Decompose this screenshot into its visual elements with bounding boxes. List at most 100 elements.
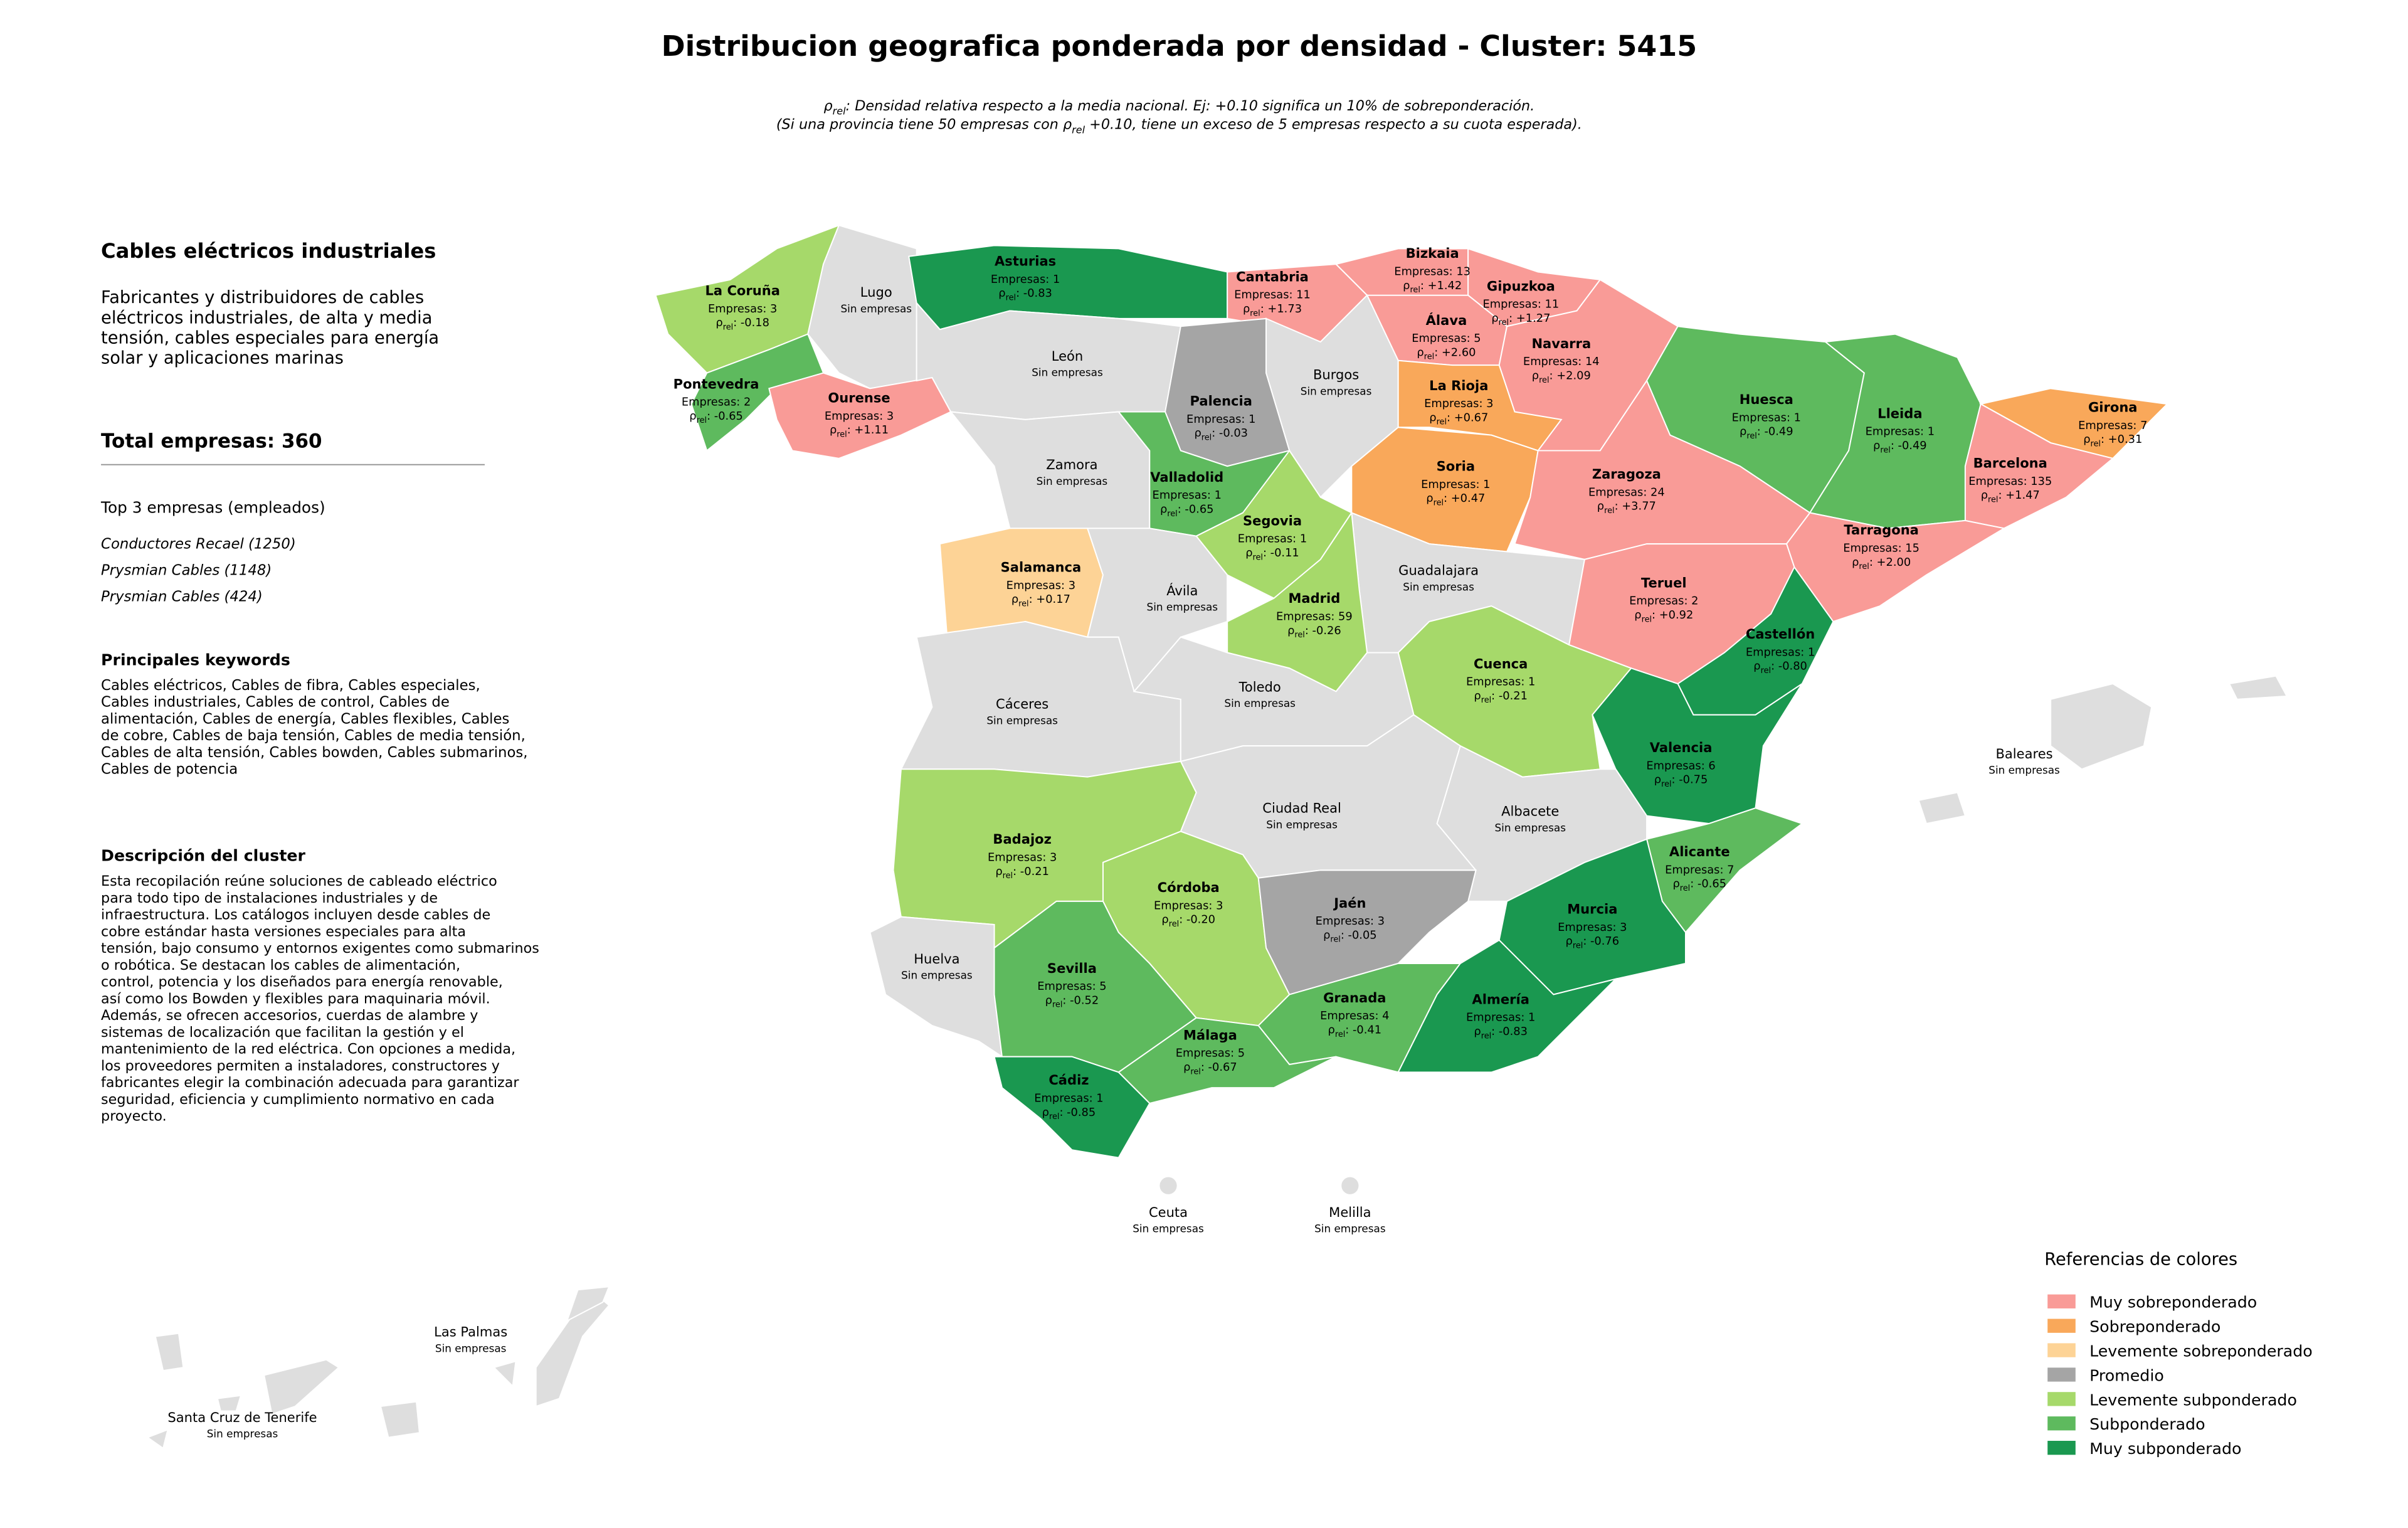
text-part: ρ <box>1566 935 1573 948</box>
text-part: : -0.03 <box>1212 427 1248 440</box>
text-part: ρ <box>1491 312 1498 325</box>
province-name: Las Palmas <box>434 1324 507 1340</box>
province-island <box>2228 675 2288 700</box>
subscript: rel <box>1169 920 1179 929</box>
text-part: ρ <box>824 98 833 114</box>
top-company: Prysmian Cables (424) <box>101 589 263 605</box>
text-part: ρ <box>1873 439 1880 452</box>
no-data-note: Sin empresas <box>1032 366 1103 379</box>
density: ρrel: -0.52 <box>1045 994 1099 1009</box>
subscript: rel <box>1018 600 1028 609</box>
province-name: Jaén <box>1333 895 1366 911</box>
province-name: Navarra <box>1531 336 1591 351</box>
subscript: rel <box>1294 630 1304 640</box>
text-part: ρ <box>1403 279 1410 292</box>
text-part: : -0.52 <box>1062 994 1099 1007</box>
company-count: Empresas: 1 <box>991 273 1060 286</box>
province-name: La Rioja <box>1429 378 1488 393</box>
no-data-note: Sin empresas <box>840 302 912 315</box>
legend-swatch <box>2047 1367 2076 1382</box>
company-count: Empresas: 7 <box>2078 419 2147 432</box>
text-part: ρ <box>1981 489 1988 502</box>
description-line: los proveedores permiten a instaladores,… <box>101 1058 500 1074</box>
text-part: : +2.09 <box>1550 369 1591 382</box>
province <box>869 916 1003 1058</box>
province-name: Tarragona <box>1844 522 1919 538</box>
provinces <box>146 224 2288 1450</box>
province <box>1257 869 1477 995</box>
density: ρrel: -0.75 <box>1654 773 1708 789</box>
province <box>768 372 952 459</box>
province <box>1498 838 1686 995</box>
subtitle: (Si una provincia tiene 50 empresas con … <box>776 117 1582 136</box>
text-part: : +1.27 <box>1509 312 1550 325</box>
description-line: Además, se ofrecen accesorios, cuerdas d… <box>101 1007 478 1024</box>
text-part: ρ <box>1852 556 1859 569</box>
legend-label: Levemente sobreponderado <box>2089 1342 2313 1360</box>
legend-label: Promedio <box>2089 1366 2164 1384</box>
no-data-note: Sin empresas <box>1301 385 1372 397</box>
subscript: rel <box>1437 418 1447 427</box>
province <box>1117 1017 1337 1105</box>
text-part: ρ <box>830 423 837 437</box>
province-name: Alicante <box>1669 844 1730 859</box>
description-title: Descripción del cluster <box>101 846 305 864</box>
no-data-note: Sin empresas <box>207 1428 278 1440</box>
text-part: ρ <box>689 410 696 423</box>
company-count: Empresas: 1 <box>1746 645 1815 659</box>
company-count: Empresas: 3 <box>825 410 894 423</box>
legend-label: Levemente subponderado <box>2089 1391 2297 1409</box>
company-count: Empresas: 1 <box>1238 533 1307 546</box>
subscript: rel <box>833 105 846 117</box>
company-count: Empresas: 5 <box>1176 1047 1245 1060</box>
company-count: Empresas: 1 <box>1034 1091 1103 1105</box>
text-part: : -0.65 <box>1178 503 1214 516</box>
province <box>993 1056 1151 1159</box>
subscript: rel <box>2091 439 2101 448</box>
text-part: (Si una provincia tiene 50 empresas con … <box>776 117 1072 133</box>
company-count: Empresas: 11 <box>1234 289 1311 302</box>
subscript: rel <box>1604 506 1614 516</box>
province-name: Valencia <box>1650 740 1713 755</box>
density: ρrel: +2.09 <box>1532 369 1591 385</box>
subscript: rel <box>1642 615 1652 624</box>
province-name: Segovia <box>1243 512 1302 528</box>
text-part: : -0.76 <box>1583 935 1619 948</box>
province-name: Santa Cruz de Tenerife <box>167 1409 317 1425</box>
province-name: Albacete <box>1501 804 1559 819</box>
province-name: Ourense <box>828 390 890 406</box>
density: ρrel: -0.65 <box>1672 878 1726 893</box>
subscript: rel <box>1573 942 1583 951</box>
keywords-line: alimentación, Cables de energía, Cables … <box>101 711 509 727</box>
text-part: ρ <box>1532 369 1539 382</box>
legend-title: Referencias de colores <box>2044 1250 2237 1270</box>
province-name: Ávila <box>1166 583 1198 598</box>
density: ρrel: -0.21 <box>1474 689 1528 705</box>
keywords-line: Cables de alta tensión, Cables bowden, C… <box>101 745 527 761</box>
text-part: : +1.42 <box>1420 279 1462 292</box>
province-name: Cuenca <box>1474 655 1528 671</box>
text-part: ρ <box>998 287 1005 300</box>
text-part: : +0.31 <box>2101 433 2142 446</box>
province <box>1592 667 1803 825</box>
province-name: Lugo <box>860 284 892 300</box>
province-name: Badajoz <box>993 831 1051 847</box>
description-line: Esta recopilación reúne soluciones de ca… <box>101 873 497 889</box>
province-name: Huelva <box>914 951 959 967</box>
no-data-note: Sin empresas <box>1147 601 1218 613</box>
density: ρrel: -0.49 <box>1873 439 1927 455</box>
panel-summary: tensión, cables especiales para energía <box>101 328 439 348</box>
text-part: : -0.83 <box>1016 287 1052 300</box>
keywords-line: Cables de potencia <box>101 761 238 778</box>
province-name: Burgos <box>1313 366 1359 382</box>
text-part: : -0.85 <box>1059 1106 1096 1119</box>
text-part: ρ <box>1753 660 1760 673</box>
subtitle: ρrel: Densidad relativa respecto a la me… <box>824 98 1535 117</box>
province-name: Álava <box>1426 312 1467 328</box>
province-name: La Coruña <box>705 283 780 299</box>
province-name: Toledo <box>1238 679 1281 694</box>
text-part: ρ <box>1474 1025 1481 1038</box>
text-part: : -0.21 <box>1013 865 1049 878</box>
